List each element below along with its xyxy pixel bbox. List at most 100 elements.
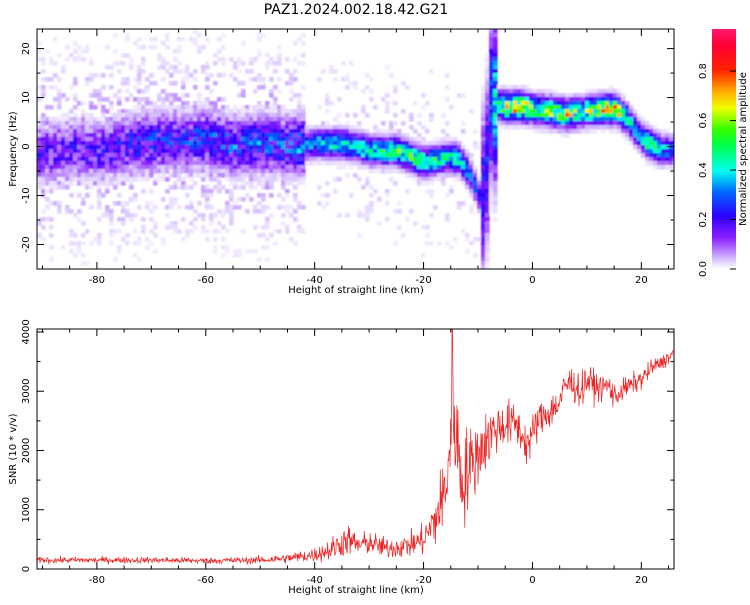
- heatmap-cell: [649, 161, 654, 166]
- heatmap-cell: [441, 177, 446, 182]
- heatmap-cell: [37, 181, 42, 186]
- heatmap-cell: [481, 181, 486, 186]
- heatmap-cell: [473, 237, 478, 242]
- heatmap-cell: [245, 129, 250, 134]
- heatmap-cell: [341, 165, 346, 170]
- heatmap-cell: [265, 165, 270, 170]
- heatmap-cell: [149, 209, 154, 214]
- heatmap-cell: [45, 77, 50, 82]
- heatmap-cell: [297, 61, 302, 66]
- heatmap-cell: [385, 149, 390, 154]
- heatmap-cell: [269, 157, 274, 162]
- heatmap-cell: [489, 137, 494, 142]
- heatmap-cell: [341, 125, 346, 130]
- heatmap-cell: [397, 153, 402, 158]
- heatmap-cell: [169, 125, 174, 130]
- heatmap-cell: [609, 93, 614, 98]
- heatmap-cell: [509, 89, 514, 94]
- heatmap-cell: [269, 165, 274, 170]
- heatmap-cell: [325, 97, 330, 102]
- heatmap-cell: [529, 97, 534, 102]
- heatmap-cell: [37, 153, 42, 158]
- heatmap-cell: [249, 125, 254, 130]
- heatmap-cell: [225, 189, 230, 194]
- heatmap-cell: [173, 65, 178, 70]
- heatmap-cell: [269, 173, 274, 178]
- snr-ytick-label: 0: [21, 566, 32, 572]
- heatmap-cell: [185, 149, 190, 154]
- heatmap-cell: [369, 201, 374, 206]
- heatmap-cell: [265, 133, 270, 138]
- heatmap-cell: [149, 113, 154, 118]
- heatmap-cell: [441, 153, 446, 158]
- heatmap-cell: [501, 113, 506, 118]
- heatmap-cell: [153, 45, 158, 50]
- heatmap-cell: [633, 117, 638, 122]
- heatmap-cell: [317, 185, 322, 190]
- heatmap-cell: [341, 77, 346, 82]
- heatmap-cell: [101, 117, 106, 122]
- heatmap-cell: [157, 165, 162, 170]
- heatmap-cell: [133, 253, 138, 258]
- heatmap-cell: [345, 73, 350, 78]
- heatmap-cell: [537, 117, 542, 122]
- heatmap-cell: [429, 157, 434, 162]
- heatmap-cell: [277, 161, 282, 166]
- heatmap-cell: [489, 165, 494, 170]
- heatmap-cell: [465, 173, 470, 178]
- heatmap-cell: [89, 105, 94, 110]
- heatmap-cell: [61, 173, 66, 178]
- heatmap-cell: [285, 173, 290, 178]
- heatmap-cell: [237, 93, 242, 98]
- heatmap-cell: [289, 181, 294, 186]
- heatmap-cell: [217, 185, 222, 190]
- heatmap-cell: [185, 109, 190, 114]
- heatmap-cell: [105, 181, 110, 186]
- heatmap-cell: [589, 113, 594, 118]
- heatmap-cell: [477, 197, 482, 202]
- heatmap-cell: [601, 121, 606, 126]
- heatmap-cell: [241, 177, 246, 182]
- heatmap-cell: [237, 153, 242, 158]
- heatmap-cell: [457, 157, 462, 162]
- heatmap-cell: [197, 105, 202, 110]
- heatmap-cell: [333, 157, 338, 162]
- heatmap-cell: [545, 129, 550, 134]
- heatmap-cell: [77, 141, 82, 146]
- heatmap-cell: [585, 89, 590, 94]
- heatmap-cell: [213, 101, 218, 106]
- heatmap-cell: [205, 205, 210, 210]
- heatmap-cell: [557, 93, 562, 98]
- heatmap-cell: [281, 149, 286, 154]
- heatmap-cell: [489, 33, 494, 38]
- heatmap-cell: [97, 153, 102, 158]
- heatmap-cell: [37, 217, 42, 222]
- heatmap-cell: [101, 157, 106, 162]
- heatmap-cell: [101, 85, 106, 90]
- heatmap-cell: [577, 129, 582, 134]
- heatmap-cell: [129, 169, 134, 174]
- heatmap-cell: [397, 161, 402, 166]
- heatmap-cell: [457, 201, 462, 206]
- heatmap-cell: [137, 45, 142, 50]
- heatmap-cell: [81, 173, 86, 178]
- heatmap-cell: [573, 93, 578, 98]
- heatmap-cell: [629, 121, 634, 126]
- heatmap-cell: [477, 145, 482, 150]
- heatmap-cell: [133, 113, 138, 118]
- heatmap-cell: [97, 97, 102, 102]
- heatmap-cell: [241, 181, 246, 186]
- heatmap-cell: [205, 73, 210, 78]
- heatmap-cell: [69, 53, 74, 58]
- heatmap-cell: [429, 173, 434, 178]
- heatmap-cell: [73, 137, 78, 142]
- heatmap-cell: [393, 145, 398, 150]
- heatmap-cell: [97, 177, 102, 182]
- heatmap-cell: [185, 113, 190, 118]
- heatmap-cell: [185, 173, 190, 178]
- heatmap-cell: [585, 109, 590, 114]
- heatmap-cell: [345, 153, 350, 158]
- heatmap-cell: [489, 197, 494, 202]
- heatmap-cell: [153, 249, 158, 254]
- heatmap-cell: [281, 117, 286, 122]
